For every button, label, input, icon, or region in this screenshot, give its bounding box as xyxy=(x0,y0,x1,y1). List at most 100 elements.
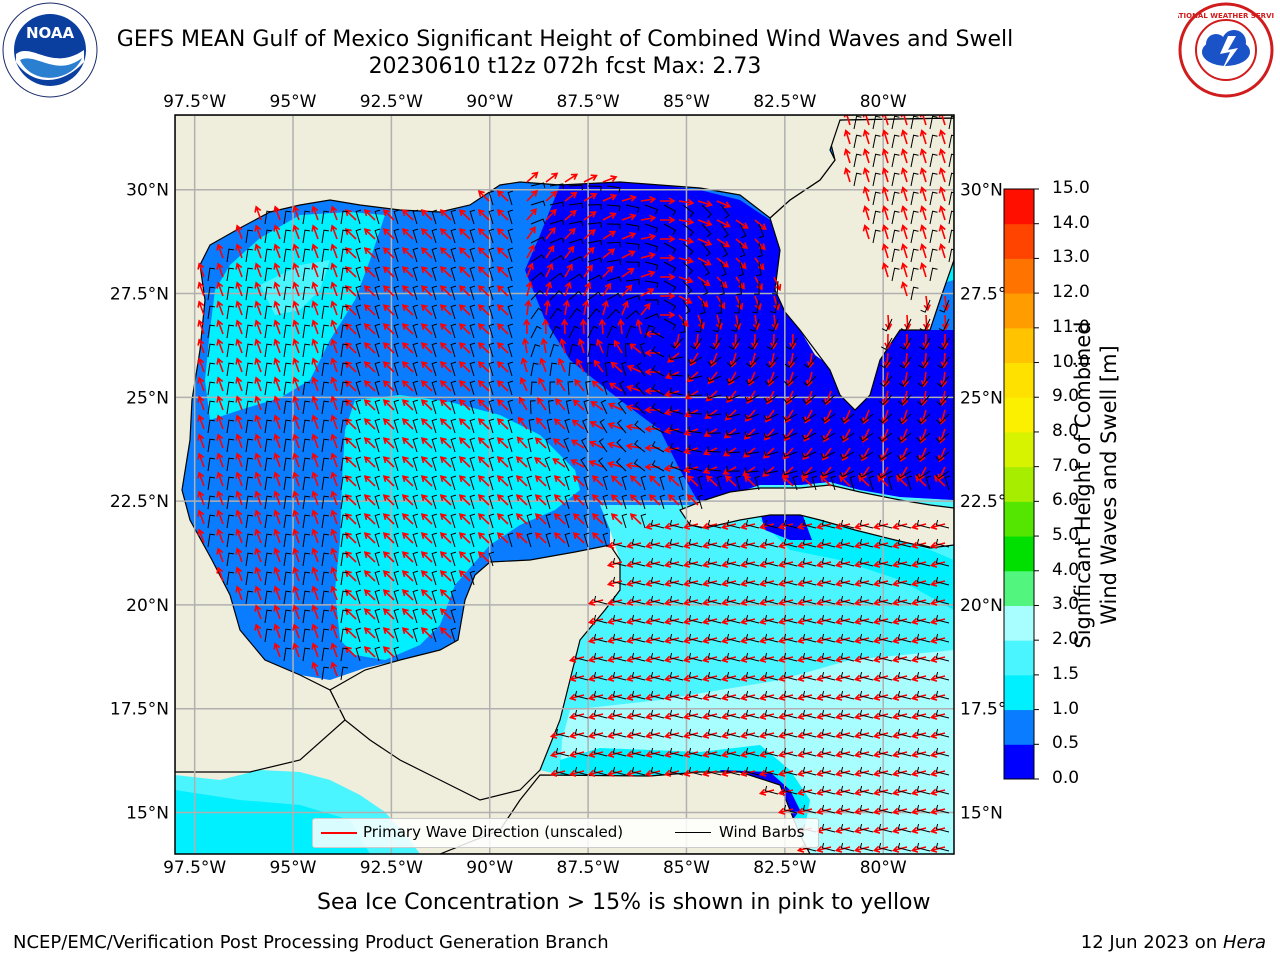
wind-barb xyxy=(302,248,310,263)
wind-barb xyxy=(651,384,665,396)
wind-barb xyxy=(374,228,381,244)
wind-barb xyxy=(948,172,954,187)
wave-direction-arrow xyxy=(735,219,749,229)
wind-barb xyxy=(910,286,919,301)
wave-direction-arrow xyxy=(881,262,889,278)
wind-barb xyxy=(663,242,677,254)
wind-barb xyxy=(859,538,874,548)
wave-direction-arrow xyxy=(292,262,300,278)
wind-barb xyxy=(340,248,348,263)
wave-direction-arrow xyxy=(197,262,205,278)
wind-barb xyxy=(644,299,659,305)
north-american-landmass xyxy=(175,115,954,773)
wave-direction-arrow xyxy=(881,148,889,164)
wind-barb xyxy=(393,437,400,453)
wave-direction-arrow xyxy=(273,547,281,563)
wave-direction-arrow xyxy=(235,433,243,449)
wind-barb xyxy=(412,342,419,358)
wind-barb xyxy=(283,628,291,643)
wind-barb xyxy=(574,652,589,662)
wave-direction-arrow xyxy=(697,238,713,247)
wave-direction-arrow xyxy=(330,452,338,468)
wind-barb xyxy=(393,608,400,624)
wind-barb xyxy=(226,286,234,301)
wind-barb xyxy=(374,456,381,472)
wind-barb xyxy=(283,533,291,548)
wave-direction-arrow xyxy=(607,422,623,430)
wind-barb xyxy=(393,532,400,548)
lon-label-top: 92.5°W xyxy=(360,92,423,112)
wind-barb xyxy=(744,449,760,455)
wave-direction-arrow xyxy=(292,585,300,601)
wind-barb xyxy=(916,728,931,738)
map-frame xyxy=(174,114,955,855)
wave-direction-arrow xyxy=(933,475,946,487)
wind-barb xyxy=(878,413,893,424)
wind-barb xyxy=(555,728,570,738)
wave-direction-arrow xyxy=(254,528,262,544)
wind-barb xyxy=(918,356,931,369)
wind-barb xyxy=(644,313,660,320)
wave-direction-arrow xyxy=(678,276,694,284)
wind-barb xyxy=(783,652,798,662)
wave-direction-arrow xyxy=(363,304,376,316)
wind-barb xyxy=(488,247,495,263)
wave-direction-arrow xyxy=(526,244,535,259)
lon-label-bottom: 82.5°W xyxy=(753,858,816,878)
wind-barb xyxy=(690,337,703,350)
wind-barb xyxy=(555,747,570,757)
wind-barb xyxy=(226,419,234,434)
wind-barb xyxy=(374,399,381,415)
wave-direction-arrow xyxy=(602,212,617,221)
wave-direction-arrow xyxy=(881,186,889,202)
wave-direction-arrow xyxy=(914,475,927,487)
wind-barb xyxy=(897,766,912,776)
wind-barb xyxy=(872,172,881,187)
wave-direction-arrow xyxy=(363,266,376,278)
wind-barb xyxy=(321,457,329,472)
wind-barb xyxy=(469,475,476,491)
wave-direction-arrow xyxy=(420,228,433,240)
wind-barb xyxy=(821,413,836,423)
wind-barb xyxy=(321,495,329,510)
wave-direction-arrow xyxy=(382,228,395,240)
wind-barb xyxy=(821,576,836,586)
wave-direction-arrow xyxy=(311,319,319,335)
lat-label-left: 22.5°N xyxy=(110,492,169,512)
wave-direction-arrow xyxy=(216,300,224,316)
colorbar-tick-label: 1.5 xyxy=(1052,663,1080,684)
wind-barb xyxy=(621,494,628,510)
wave-direction-arrow xyxy=(684,390,699,400)
wave-direction-arrow xyxy=(292,281,300,297)
wind-barb xyxy=(859,785,874,795)
wind-barb xyxy=(624,343,631,358)
wind-barb xyxy=(859,690,874,700)
wind-barb xyxy=(412,209,419,225)
wave-direction-arrow xyxy=(602,230,617,240)
wind-barb xyxy=(783,614,798,624)
wind-barb xyxy=(697,494,704,510)
wave-direction-arrow xyxy=(363,608,376,620)
wind-barb xyxy=(821,766,836,776)
wind-barb xyxy=(431,285,438,301)
wind-barb xyxy=(245,552,253,567)
wind-barb xyxy=(580,456,589,472)
wave-direction-arrow xyxy=(273,509,281,525)
wind-barb xyxy=(340,666,348,681)
wind-barb xyxy=(450,209,457,225)
wind-barb xyxy=(507,209,514,225)
wind-barb xyxy=(593,614,608,624)
wave-direction-arrow xyxy=(439,247,452,259)
wind-barb xyxy=(321,381,329,396)
wave-direction-arrow xyxy=(515,456,528,468)
wind-barb xyxy=(916,842,931,852)
wave-direction-arrow xyxy=(697,200,713,208)
wave-direction-arrow xyxy=(363,589,376,601)
wave-direction-arrow xyxy=(330,414,338,430)
wind-barb xyxy=(897,595,912,605)
wind-barb xyxy=(669,690,684,700)
wind-barb xyxy=(764,595,779,605)
wind-barb xyxy=(507,532,514,548)
wave-direction-arrow xyxy=(564,209,577,221)
wind-barb xyxy=(568,256,584,263)
